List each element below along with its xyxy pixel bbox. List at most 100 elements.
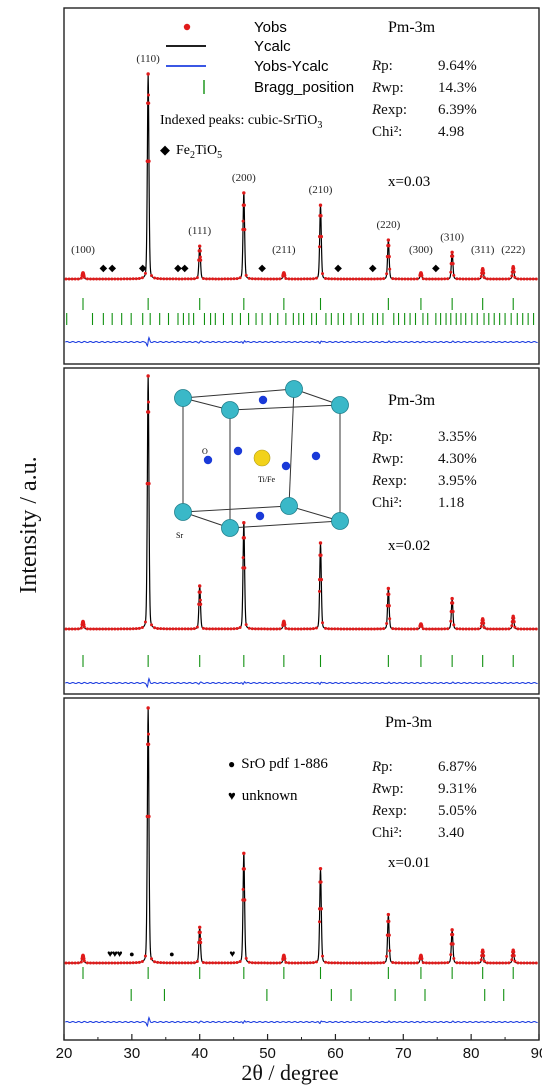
- yobs-point: [385, 621, 389, 625]
- yobs-point: [363, 961, 367, 965]
- yobs-point: [134, 627, 138, 631]
- yobs-point: [501, 961, 505, 965]
- dot-icon: ●: [228, 757, 235, 771]
- yobs-point: [311, 627, 315, 631]
- impurity-marker: ◆: [174, 263, 182, 274]
- yobs-point: [171, 961, 175, 965]
- yobs-point: [140, 276, 144, 280]
- yobs-point: [342, 627, 346, 631]
- yobs-point: [174, 961, 178, 965]
- yobs-point: [235, 277, 239, 281]
- yobs-point: [162, 627, 166, 631]
- yobs-point: [525, 277, 529, 281]
- hkl-label: (210): [309, 184, 333, 196]
- yobs-point: [242, 566, 247, 570]
- yobs-point: [379, 961, 383, 965]
- yobs-point: [104, 277, 108, 281]
- yobs-point: [321, 954, 325, 958]
- yobs-point: [427, 627, 431, 631]
- yobs-point: [101, 277, 105, 281]
- yobs-point: [412, 961, 416, 965]
- yobs-point: [282, 622, 287, 627]
- yobs-point: [498, 961, 502, 965]
- yobs-point: [85, 627, 89, 631]
- x-tick-label: 40: [191, 1045, 208, 1062]
- yobs-point: [455, 627, 459, 631]
- legend-bragg-label: Bragg_position: [254, 79, 354, 96]
- yobs-point: [82, 956, 86, 961]
- b-site-atom: [253, 449, 271, 467]
- yobs-point: [266, 961, 270, 965]
- yobs-point: [510, 274, 514, 278]
- yobs-point: [153, 276, 157, 280]
- yobs-point: [387, 254, 391, 259]
- diff-line: [65, 336, 538, 348]
- yobs-point: [183, 961, 187, 965]
- yobs-point: [421, 627, 425, 631]
- yobs-point: [302, 961, 306, 965]
- yobs-point: [253, 627, 257, 631]
- yobs-point: [512, 270, 516, 274]
- yobs-point: [528, 961, 532, 965]
- yobs-point: [171, 277, 175, 281]
- yobs-point: [305, 627, 309, 631]
- hkl-label: (220): [376, 219, 400, 231]
- yobs-point: [492, 627, 496, 631]
- yobs-point: [415, 277, 419, 281]
- yobs-point: [473, 961, 477, 965]
- unknown-marker: ♥: [107, 949, 113, 960]
- composition-bottom: x=0.01: [388, 855, 430, 871]
- yobs-point: [339, 627, 343, 631]
- yobs-point: [455, 277, 459, 281]
- yobs-point: [259, 277, 263, 281]
- yobs-point: [317, 589, 321, 593]
- yobs-point: [70, 627, 74, 631]
- yobs-point: [247, 276, 251, 280]
- hkl-label: (100): [71, 244, 95, 256]
- x-tick-label: 50: [259, 1045, 276, 1062]
- yobs-point: [275, 961, 279, 965]
- yobs-point: [481, 950, 485, 954]
- yobs-point: [481, 268, 485, 272]
- yobs-point: [116, 277, 120, 281]
- yobs-point: [397, 277, 401, 281]
- yobs-point: [318, 866, 323, 871]
- yobs-point: [119, 961, 123, 965]
- yobs-point: [220, 277, 224, 281]
- yobs-point: [195, 959, 199, 963]
- yobs-point: [64, 277, 68, 281]
- yobs-point: [122, 961, 126, 965]
- yobs-point: [504, 627, 508, 631]
- yobs-point: [125, 961, 129, 965]
- yobs-point: [511, 266, 516, 271]
- yobs-point: [162, 277, 166, 281]
- yobs-point: [458, 277, 462, 281]
- fit-stat: Rwp: 14.3%: [371, 80, 477, 96]
- yobs-point: [192, 277, 196, 281]
- panel-bottom-frame: [63, 697, 540, 1041]
- yobs-point: [214, 277, 218, 281]
- yobs-point: [420, 273, 424, 278]
- diamond-icon: ◆: [160, 142, 170, 157]
- yobs-point: [159, 277, 163, 281]
- yobs-point: [452, 956, 456, 960]
- yobs-point: [278, 961, 282, 965]
- yobs-point: [244, 623, 248, 627]
- yobs-point: [242, 898, 247, 902]
- yobs-point: [64, 961, 68, 965]
- yobs-point: [351, 961, 355, 965]
- yobs-point: [290, 277, 294, 281]
- yobs-point: [382, 277, 386, 281]
- yobs-point: [165, 627, 169, 631]
- yobs-point: [76, 277, 80, 281]
- yobs-point: [232, 961, 236, 965]
- yobs-point: [299, 277, 303, 281]
- yobs-point: [451, 261, 455, 266]
- yobs-point: [119, 627, 123, 631]
- oxygen-atom: [233, 446, 243, 456]
- yobs-point: [336, 627, 340, 631]
- yobs-point: [510, 958, 514, 962]
- yobs-point: [79, 276, 83, 280]
- yobs-point: [430, 627, 434, 631]
- yobs-point: [324, 626, 328, 630]
